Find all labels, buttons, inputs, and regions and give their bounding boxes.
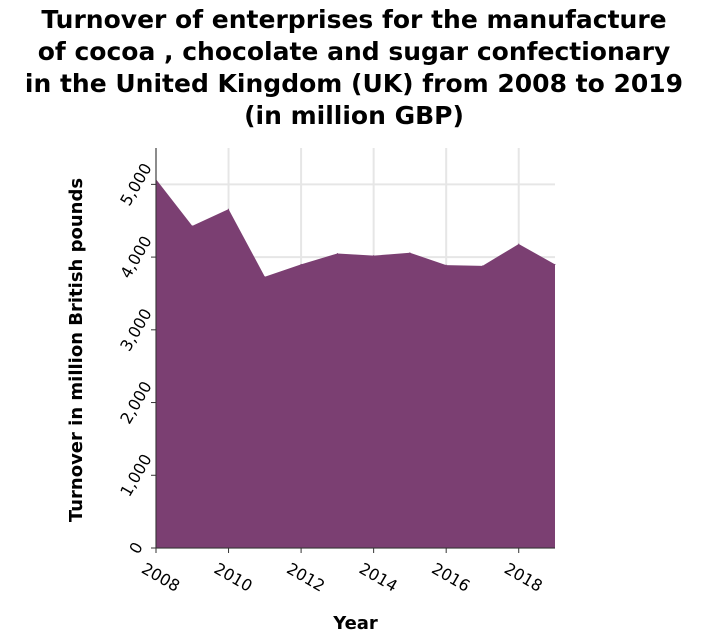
x-tick-label: 2018 (501, 559, 546, 596)
data-point (409, 252, 411, 254)
y-tick-label: 3,000 (116, 305, 155, 354)
x-tick-label: 2014 (356, 559, 401, 596)
x-axis-title: Year (332, 613, 378, 634)
data-point (228, 208, 230, 210)
data-point (300, 263, 302, 265)
data-point (264, 276, 266, 278)
y-tick-label: 5,000 (116, 160, 155, 209)
chart-title: Turnover of enterprises for the manufact… (0, 4, 708, 132)
x-tick-label: 2016 (429, 559, 474, 596)
y-tick-label: 2,000 (116, 378, 155, 427)
x-tick-label: 2010 (211, 559, 256, 596)
area-series (156, 179, 555, 549)
chart-title-line: of cocoa , chocolate and sugar confectio… (37, 37, 671, 66)
y-axis-title: Turnover in million British pounds (66, 178, 87, 522)
y-tick-label: 0 (125, 539, 147, 557)
data-point (373, 255, 375, 257)
y-tick-label: 4,000 (116, 233, 155, 282)
axes (155, 148, 555, 549)
data-point (191, 225, 193, 227)
y-axis-ticks: 0 1,000 2,000 3,000 4,000 5,000 (116, 160, 156, 557)
x-tick-label: 2012 (283, 559, 328, 596)
chart-title-line: in the United Kingdom (UK) from 2008 to … (24, 69, 684, 98)
x-axis-ticks: 2008 2010 2012 2014 2016 2018 (138, 548, 546, 596)
data-point (518, 243, 520, 245)
data-point (554, 263, 556, 265)
chart-title-line: (in million GBP) (244, 101, 464, 130)
data-point (336, 252, 338, 254)
chart-title-line: Turnover of enterprises for the manufact… (41, 5, 667, 34)
y-tick-label: 1,000 (116, 451, 155, 500)
data-point (481, 265, 483, 267)
area-layer (155, 178, 556, 549)
data-point (445, 264, 447, 266)
x-tick-label: 2008 (138, 559, 183, 596)
